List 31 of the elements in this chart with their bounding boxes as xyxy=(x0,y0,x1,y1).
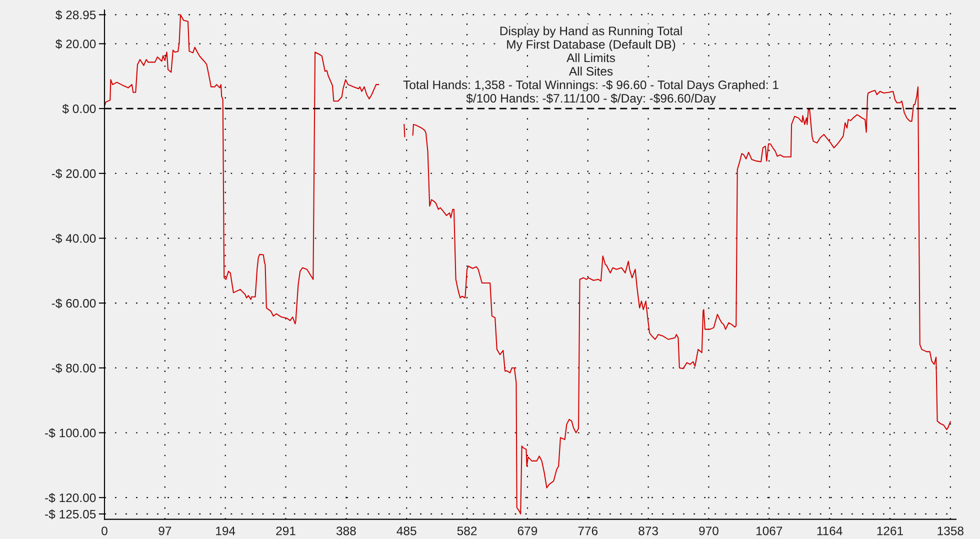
text: Display by Hand as Running Total xyxy=(500,26,682,38)
y-tick-label: $ 20.00 xyxy=(56,39,96,49)
y-tick-label: -$ 40.00 xyxy=(52,234,96,244)
x-tick-label: 1358 xyxy=(938,526,964,536)
x-tick-label: 291 xyxy=(276,526,296,536)
y-tick-label: -$ 125.05 xyxy=(45,509,96,520)
x-tick-label: 582 xyxy=(457,526,477,536)
x-tick-label: 873 xyxy=(638,526,658,536)
x-tick-label: 1261 xyxy=(877,526,903,536)
y-tick-label: -$ 100.00 xyxy=(45,428,96,438)
annotation: All Limits xyxy=(566,53,616,62)
x-tick-label: 194 xyxy=(216,526,236,536)
x-tick-label: 1164 xyxy=(817,526,842,536)
y-tick-label: $ 0.00 xyxy=(62,104,96,114)
x-tick-label: 776 xyxy=(578,526,598,536)
x-tick-label: 0 xyxy=(102,526,108,536)
x-tick-label: 1067 xyxy=(756,526,782,536)
y-tick-label: -$ 60.00 xyxy=(52,298,96,308)
x-tick-label: 485 xyxy=(396,526,416,536)
x-tick-label: 970 xyxy=(699,526,718,536)
x-tick-label: 97 xyxy=(158,526,172,536)
y-tick-label: -$ 80.00 xyxy=(52,363,96,374)
annotation: All Sites xyxy=(568,66,613,76)
text: My First Database (Default DB) xyxy=(507,40,676,52)
annotation: $/100 Hands: -$7.11/100 - $/Day: -$96.60/Day xyxy=(466,93,716,106)
y-tick-label: -$ 120.00 xyxy=(45,492,96,503)
y-tick-label: $ 28.95 xyxy=(56,10,96,20)
x-tick-label: 679 xyxy=(518,526,538,536)
x-tick-label: 388 xyxy=(336,526,356,536)
y-tick-label: -$ 20.00 xyxy=(52,168,96,179)
annotation: Total Hands: 1,358 - Total Winnings: -$ 96.60 - Total Days Graphed: 1 xyxy=(403,80,778,92)
